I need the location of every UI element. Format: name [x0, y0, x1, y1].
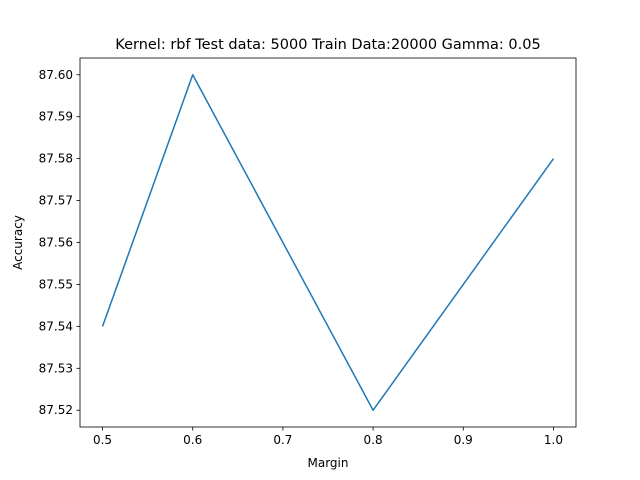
- y-tick-label: 87.54: [39, 319, 73, 333]
- x-tick-label: 1.0: [544, 433, 563, 447]
- x-axis-label: Margin: [308, 456, 349, 470]
- y-tick-label: 87.58: [39, 152, 73, 166]
- y-axis-label: Accuracy: [11, 215, 25, 270]
- x-tick-label: 0.8: [364, 433, 383, 447]
- x-tick-label: 0.6: [183, 433, 202, 447]
- y-tick-label: 87.60: [39, 68, 73, 82]
- x-tick-label: 0.9: [454, 433, 473, 447]
- y-tick-label: 87.56: [39, 236, 73, 250]
- series-line: [101, 74, 555, 411]
- y-tick-label: 87.53: [39, 361, 73, 375]
- plot-area-frame: [79, 57, 577, 428]
- x-tick-label: 0.7: [273, 433, 292, 447]
- y-tick-label: 87.52: [39, 403, 73, 417]
- y-tick-label: 87.57: [39, 194, 73, 208]
- x-tick-label: 0.5: [93, 433, 112, 447]
- y-tick-label: 87.55: [39, 277, 73, 291]
- y-tick-label: 87.59: [39, 110, 73, 124]
- chart-title: Kernel: rbf Test data: 5000 Train Data:2…: [115, 37, 540, 53]
